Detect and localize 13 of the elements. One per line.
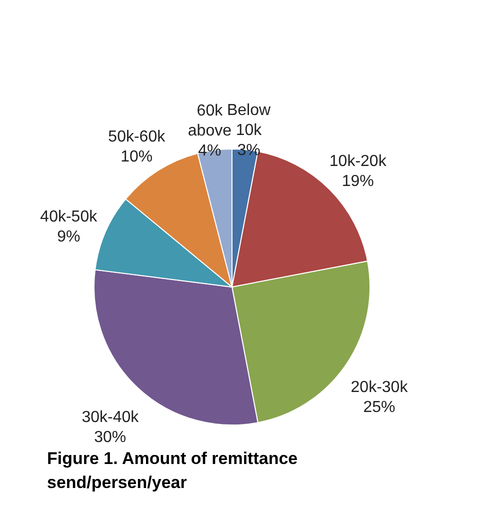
slice-label: 10k-20k: [329, 153, 388, 170]
slice-label: 20k-30k: [350, 379, 409, 396]
data-label: 10%: [120, 148, 153, 166]
data-label: 4%: [198, 142, 222, 160]
slice-label: 40k-50k: [40, 208, 98, 226]
text: Figure 1. Amount of remittance send/persen/year: [47, 449, 298, 492]
data-label: 9%: [57, 228, 80, 246]
data-label: 3%: [237, 142, 260, 159]
slice-label: 50k-60k: [108, 128, 166, 146]
data-label: 25%: [363, 399, 396, 416]
slice-label: 30k-40k: [82, 408, 140, 426]
data-label: 19%: [342, 173, 374, 190]
data-label: 30%: [94, 428, 126, 446]
